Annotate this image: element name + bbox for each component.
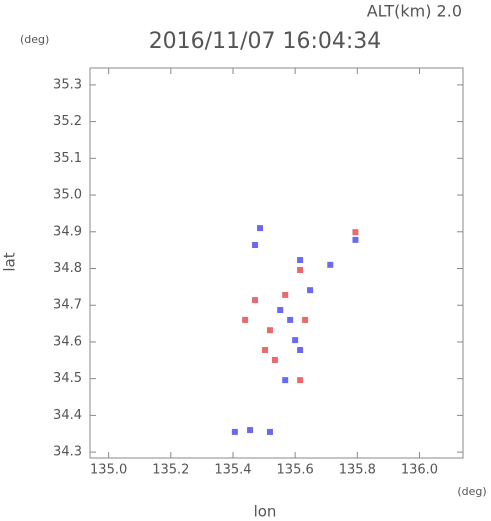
data-point	[252, 242, 259, 249]
x-tick-label: 135.8	[339, 463, 376, 478]
data-point	[327, 261, 334, 268]
x-tick-label: 135.4	[214, 463, 251, 478]
x-tick-label: 135.0	[90, 463, 127, 478]
data-point	[297, 377, 304, 384]
y-tick-label: 35.2	[53, 114, 82, 129]
data-point	[252, 297, 259, 304]
y-tick-label: 34.5	[53, 371, 82, 386]
data-point	[282, 377, 289, 384]
data-point	[297, 257, 304, 264]
data-point	[297, 347, 304, 354]
x-unit: (deg)	[457, 485, 486, 498]
data-point	[271, 356, 278, 363]
y-tick-label: 35.0	[53, 188, 82, 203]
data-point	[352, 236, 359, 243]
data-point	[242, 316, 249, 323]
y-axis-label: lat	[1, 252, 19, 271]
x-tick-label: 135.2	[152, 463, 189, 478]
data-point	[257, 225, 264, 232]
y-tick-label: 34.8	[53, 261, 82, 276]
data-point	[352, 229, 359, 236]
y-tick-label: 34.3	[53, 445, 82, 460]
data-point	[287, 316, 294, 323]
y-tick-label: 35.1	[53, 151, 82, 166]
y-tick-label: 34.6	[53, 334, 82, 349]
data-point	[282, 291, 289, 298]
data-point	[247, 427, 254, 434]
data-point	[266, 327, 273, 334]
data-point	[261, 347, 268, 354]
data-point	[307, 287, 314, 294]
data-point	[266, 428, 273, 435]
data-point	[231, 428, 238, 435]
data-point	[277, 307, 284, 314]
x-axis-label: lon	[254, 503, 277, 521]
chart-title: 2016/11/07 16:04:34	[149, 29, 382, 54]
plot-frame	[89, 67, 464, 459]
y-tick-label: 34.9	[53, 224, 82, 239]
y-unit: (deg)	[20, 33, 49, 46]
y-tick-label: 34.7	[53, 298, 82, 313]
y-tick-label: 35.3	[53, 77, 82, 92]
data-point	[302, 316, 309, 323]
data-point	[292, 337, 299, 344]
x-tick-label: 135.6	[277, 463, 314, 478]
x-tick-label: 136.0	[401, 463, 438, 478]
y-tick-label: 34.4	[53, 408, 82, 423]
altitude-label: ALT(km) 2.0	[367, 2, 462, 21]
data-point	[297, 266, 304, 273]
